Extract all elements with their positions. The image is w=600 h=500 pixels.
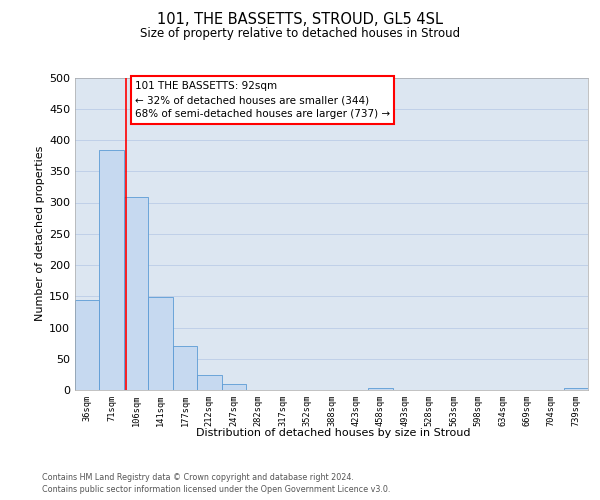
- Bar: [563, 388, 588, 390]
- Bar: [100, 150, 124, 390]
- Text: Contains public sector information licensed under the Open Government Licence v3: Contains public sector information licen…: [42, 485, 391, 494]
- Bar: [197, 375, 221, 390]
- Bar: [221, 384, 246, 390]
- Bar: [173, 346, 197, 390]
- Y-axis label: Number of detached properties: Number of detached properties: [35, 146, 45, 322]
- Bar: [124, 197, 148, 390]
- Bar: [75, 300, 100, 390]
- Text: 101, THE BASSETTS, STROUD, GL5 4SL: 101, THE BASSETTS, STROUD, GL5 4SL: [157, 12, 443, 28]
- Text: Contains HM Land Registry data © Crown copyright and database right 2024.: Contains HM Land Registry data © Crown c…: [42, 472, 354, 482]
- Bar: [148, 297, 173, 390]
- Text: 101 THE BASSETTS: 92sqm
← 32% of detached houses are smaller (344)
68% of semi-d: 101 THE BASSETTS: 92sqm ← 32% of detache…: [135, 80, 390, 120]
- Text: Size of property relative to detached houses in Stroud: Size of property relative to detached ho…: [140, 28, 460, 40]
- Text: Distribution of detached houses by size in Stroud: Distribution of detached houses by size …: [196, 428, 470, 438]
- Bar: [368, 388, 392, 390]
